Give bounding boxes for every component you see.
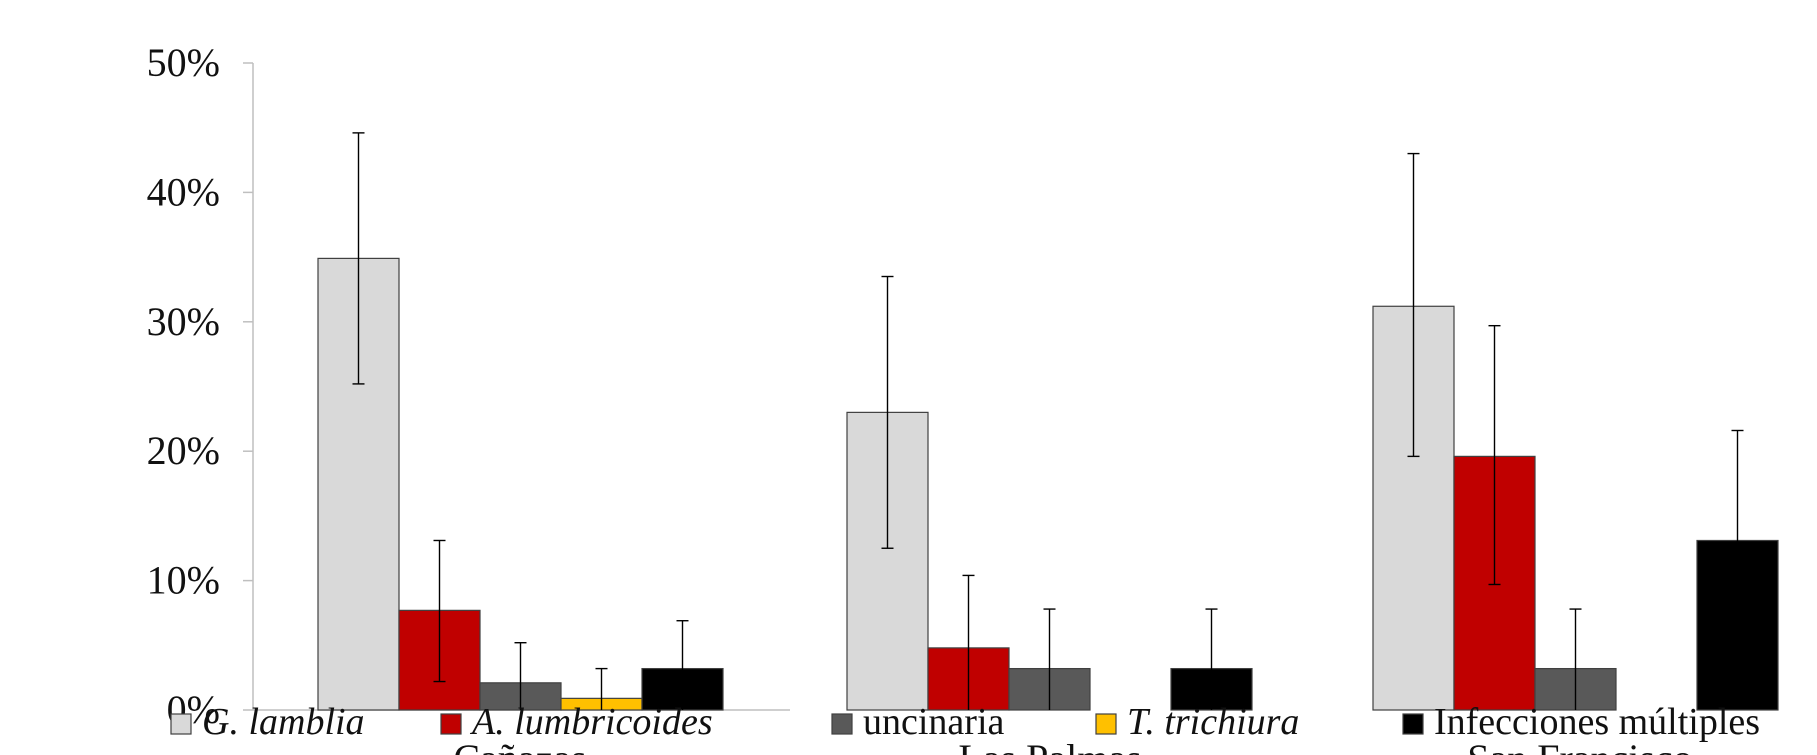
error-bars: [352, 132, 1744, 710]
y-tick-label: 20%: [147, 428, 220, 473]
legend-swatch: [170, 713, 192, 735]
legend: G. lamblia A. lumbricoides uncinaria T. tri…: [170, 701, 1760, 743]
bar-0-2: [1372, 305, 1455, 711]
y-tick-label: 50%: [147, 40, 220, 85]
legend-swatch: [831, 713, 853, 735]
category-labels: Cañazas Las Palmas San Francisco: [453, 736, 1692, 755]
category-label: San Francisco: [1467, 736, 1693, 755]
legend-label: Infecciones múltiples: [1434, 701, 1760, 743]
legend-label: T. trichiura: [1127, 701, 1299, 743]
y-tick-label: 10%: [147, 558, 220, 603]
y-tick-label: 40%: [147, 169, 220, 214]
legend-label: G. lamblia: [202, 701, 365, 743]
legend-swatch: [1095, 713, 1117, 735]
bars: [317, 257, 1779, 711]
legend-label: A. lumbricoides: [469, 701, 713, 743]
y-tick-label: 30%: [147, 299, 220, 344]
category-label: Cañazas: [453, 736, 586, 755]
legend-label: uncinaria: [863, 701, 1005, 743]
axes: 0%10%20%30%40%50%: [147, 40, 790, 732]
legend-swatch: [440, 713, 462, 735]
legend-swatch: [1402, 713, 1424, 735]
category-label: Las Palmas: [958, 736, 1141, 755]
